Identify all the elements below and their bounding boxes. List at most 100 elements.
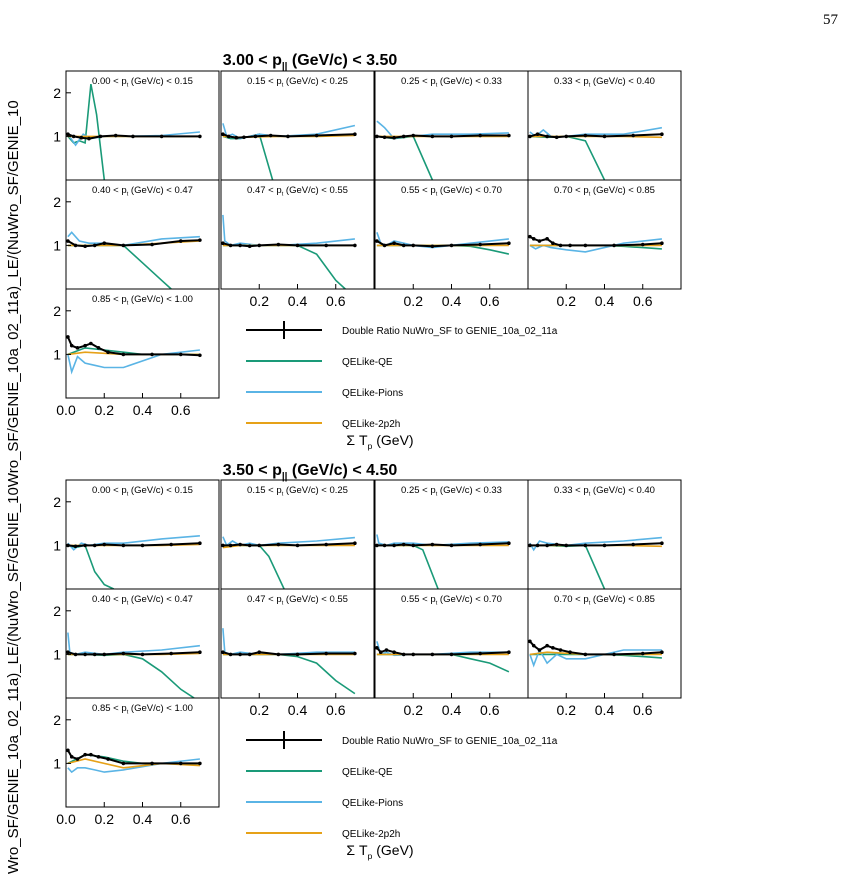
ratio-point: [83, 343, 87, 348]
panel-label: 0.47 < pt (GeV/c) < 0.55: [247, 185, 348, 198]
ratio-point: [382, 135, 387, 140]
ratio-point: [411, 543, 416, 548]
ratio-point: [228, 243, 233, 248]
panel-8: 0.70 < pt (GeV/c) < 0.85 0.2 0.4 0.6: [527, 588, 682, 718]
legend-label: QELike-QE: [342, 767, 393, 778]
x-tick-label: 0.2: [557, 702, 577, 718]
ratio-point: [159, 134, 164, 139]
ratio-point: [537, 648, 542, 652]
series-qe-line: [529, 544, 606, 589]
ratio-point: [401, 542, 406, 547]
ratio-point: [449, 543, 454, 548]
ratio-point: [324, 243, 328, 248]
ratio-point: [531, 643, 536, 648]
series-qe-line: [222, 653, 356, 695]
ratio-point: [528, 134, 532, 139]
ratio-point: [449, 134, 454, 139]
x-axis-label: Σ Tp (GeV): [346, 842, 413, 861]
ratio-point: [75, 346, 80, 350]
ratio-point: [238, 652, 242, 657]
legend-label: Double Ratio NuWro_SF to GENIE_10a_02_11…: [342, 736, 558, 747]
panel-frame: [65, 179, 220, 290]
x-tick-label: 0.2: [250, 702, 270, 718]
ratio-point: [602, 134, 607, 139]
panel-label: 0.25 < pt (GeV/c) < 0.33: [401, 485, 502, 498]
x-tick-label: 0.4: [133, 402, 153, 418]
ratio-point: [392, 650, 396, 655]
ratio-point: [69, 755, 74, 759]
chart-grid-1: 3.00 < p|| (GeV/c) < 3.500.00 < pt (GeV/…: [53, 52, 682, 451]
y-tick-label: 1: [53, 537, 61, 553]
ratio-point: [314, 133, 319, 138]
chart-title: 3.00 < p|| (GeV/c) < 3.50: [223, 52, 398, 72]
ratio-point: [121, 243, 126, 248]
ratio-point: [221, 650, 225, 655]
ratio-point: [121, 543, 126, 548]
ratio-point: [71, 134, 76, 139]
ratio-point: [198, 761, 202, 766]
legend-label: QELike-QE: [342, 357, 393, 368]
ratio-point: [507, 541, 511, 546]
ratio-point: [238, 542, 242, 547]
y-tick-label: 2: [53, 194, 61, 210]
series-ratio-line: [222, 542, 355, 547]
ratio-point: [507, 241, 511, 246]
y-tick-label: 1: [53, 755, 61, 771]
ratio-point: [242, 135, 246, 140]
panel-9: 0.85 < pt (GeV/c) < 1.00 1 2 0.0 0.2 0.4 0.6: [53, 697, 220, 827]
ratio-point: [295, 543, 300, 548]
panel-label: 0.33 < pt (GeV/c) < 0.40: [554, 485, 655, 498]
ratio-point: [131, 134, 135, 139]
ratio-point: [276, 652, 281, 657]
ratio-point: [83, 652, 87, 657]
panel-label: 0.33 < pt (GeV/c) < 0.40: [554, 76, 655, 89]
ratio-point: [253, 134, 258, 139]
ratio-point: [87, 136, 91, 141]
x-tick-label: 0.6: [633, 293, 653, 309]
panel-frame: [65, 479, 220, 590]
ratio-point: [640, 651, 645, 656]
x-tick-label: 0.2: [404, 293, 424, 309]
ratio-point: [121, 352, 126, 357]
legend-label: Double Ratio NuWro_SF to GENIE_10a_02_11…: [342, 326, 558, 337]
ratio-point: [247, 652, 252, 657]
ratio-point: [568, 243, 572, 248]
panel-1: 0.00 < pt (GeV/c) < 0.15 1 2: [53, 70, 220, 181]
ratio-point: [89, 341, 93, 346]
ratio-point: [92, 243, 97, 248]
ratio-point: [602, 543, 607, 548]
ratio-point: [411, 652, 416, 657]
panel-label: 0.85 < pt (GeV/c) < 1.00: [92, 703, 193, 716]
series-qe-line: [376, 653, 510, 673]
ratio-point: [401, 134, 406, 139]
ratio-point: [375, 239, 379, 243]
x-tick-label: 0.2: [95, 811, 115, 827]
panel-3: 0.25 < pt (GeV/c) < 0.33: [374, 479, 529, 590]
series-pions-line: [222, 628, 355, 656]
panel-8: 0.70 < pt (GeV/c) < 0.85 0.2 0.4 0.6: [527, 179, 682, 309]
ratio-point: [102, 542, 107, 547]
x-tick-label: 0.4: [595, 293, 615, 309]
panel-5: 0.40 < pt (GeV/c) < 0.47 1 2: [53, 179, 220, 290]
ratio-point: [73, 243, 78, 248]
ratio-point: [150, 242, 154, 247]
panel-label: 0.55 < pt (GeV/c) < 0.70: [401, 594, 502, 607]
x-tick-label: 0.2: [250, 293, 270, 309]
panel-frame: [374, 179, 529, 290]
series-pions-line: [67, 349, 200, 375]
ratio-point: [83, 244, 87, 249]
ratio-point: [247, 543, 252, 548]
ratio-point: [660, 541, 664, 546]
chart-title: 3.50 < p|| (GeV/c) < 4.50: [223, 462, 398, 482]
panel-frame: [374, 479, 529, 590]
series-pions-line: [67, 535, 200, 551]
ratio-point: [150, 352, 154, 357]
legend-label: QELike-Pions: [342, 388, 403, 399]
panel-7: 0.55 < pt (GeV/c) < 0.70 0.2 0.4 0.6: [374, 179, 529, 309]
ratio-point: [375, 646, 379, 650]
ratio-point: [551, 646, 555, 650]
ratio-point: [257, 543, 262, 548]
x-axis-label: Σ Tp (GeV): [346, 432, 413, 451]
ratio-point: [106, 350, 110, 355]
page-number: 57: [823, 12, 838, 28]
